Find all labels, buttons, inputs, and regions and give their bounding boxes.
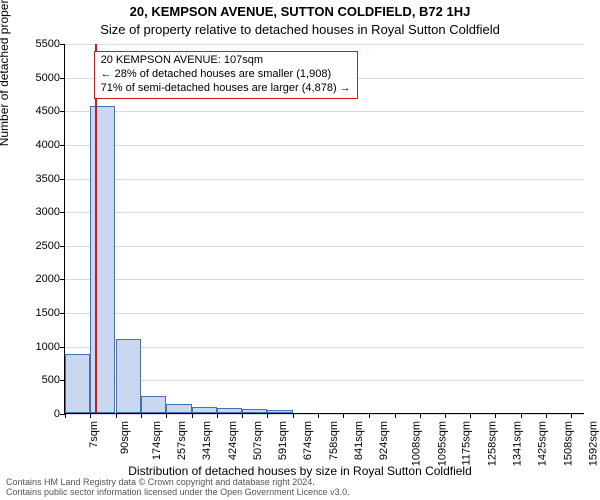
ytick-label: 3000 [5, 206, 60, 218]
ytick-label: 0 [5, 408, 60, 420]
xtick-mark [445, 413, 446, 418]
ytick-mark [60, 212, 65, 213]
annotation-line-2: ← 28% of detached houses are smaller (1,… [101, 68, 351, 82]
gridline-h [65, 279, 584, 280]
annotation-line-3: 71% of semi-detached houses are larger (… [101, 82, 351, 96]
xtick-label: 1175sqm [460, 421, 472, 465]
gridline-h [65, 44, 584, 45]
xtick-mark [267, 413, 268, 418]
xtick-label: 1008sqm [410, 421, 422, 466]
ytick-label: 3500 [5, 173, 60, 185]
xtick-label: 591sqm [277, 421, 289, 460]
histogram-bar [242, 409, 267, 413]
xtick-mark [546, 413, 547, 418]
ytick-label: 4500 [5, 105, 60, 117]
xtick-mark [242, 413, 243, 418]
plot-area: 7sqm90sqm174sqm257sqm341sqm424sqm507sqm5… [64, 44, 584, 414]
subject-marker-line [95, 44, 97, 413]
xtick-mark [395, 413, 396, 418]
xtick-mark [495, 413, 496, 418]
chart-title-main: 20, KEMPSON AVENUE, SUTTON COLDFIELD, B7… [0, 4, 600, 19]
ytick-label: 500 [5, 374, 60, 386]
xtick-mark [141, 413, 142, 418]
ytick-mark [60, 111, 65, 112]
xtick-mark [571, 413, 572, 418]
ytick-mark [60, 347, 65, 348]
ytick-mark [60, 145, 65, 146]
ytick-mark [60, 313, 65, 314]
xtick-mark [369, 413, 370, 418]
ytick-mark [60, 44, 65, 45]
gridline-h [65, 111, 584, 112]
gridline-h [65, 347, 584, 348]
histogram-bar [267, 410, 292, 413]
histogram-bar [90, 106, 115, 413]
xtick-mark [470, 413, 471, 418]
gridline-h [65, 212, 584, 213]
xtick-label: 90sqm [119, 421, 131, 454]
xtick-label: 507sqm [252, 421, 264, 460]
ytick-mark [60, 246, 65, 247]
xtick-label: 674sqm [303, 421, 315, 460]
caption-line-2: Contains public sector information licen… [6, 488, 350, 498]
xtick-label: 1341sqm [511, 421, 523, 466]
xtick-mark [217, 413, 218, 418]
xtick-label: 1508sqm [562, 421, 574, 466]
ytick-label: 2500 [5, 240, 60, 252]
gridline-h [65, 145, 584, 146]
xtick-mark [318, 413, 319, 418]
xtick-label: 1592sqm [587, 421, 599, 466]
xtick-mark [90, 413, 91, 418]
xtick-label: 174sqm [151, 421, 163, 460]
gridline-h [65, 380, 584, 381]
ytick-label: 5000 [5, 72, 60, 84]
ytick-mark [60, 179, 65, 180]
xtick-mark [166, 413, 167, 418]
annotation-box: 20 KEMPSON AVENUE: 107sqm← 28% of detach… [94, 51, 358, 98]
gridline-h [65, 246, 584, 247]
ytick-label: 1500 [5, 307, 60, 319]
xtick-label: 257sqm [176, 421, 188, 460]
xtick-mark [116, 413, 117, 418]
xtick-label: 1095sqm [437, 421, 449, 466]
xtick-label: 758sqm [328, 421, 340, 460]
gridline-h [65, 313, 584, 314]
ytick-label: 1000 [5, 341, 60, 353]
ytick-mark [60, 279, 65, 280]
chart-root: 20, KEMPSON AVENUE, SUTTON COLDFIELD, B7… [0, 0, 600, 500]
xtick-mark [521, 413, 522, 418]
histogram-bar [65, 354, 90, 413]
histogram-bar [192, 407, 217, 413]
xtick-label: 1258sqm [486, 421, 498, 466]
xtick-mark [420, 413, 421, 418]
ytick-label: 2000 [5, 273, 60, 285]
histogram-bar [116, 339, 141, 413]
chart-title-sub: Size of property relative to detached ho… [0, 22, 600, 37]
xtick-label: 7sqm [88, 421, 100, 448]
xtick-label: 1425sqm [537, 421, 549, 466]
xtick-label: 341sqm [202, 421, 214, 460]
xtick-mark [192, 413, 193, 418]
ytick-mark [60, 78, 65, 79]
xtick-label: 424sqm [227, 421, 239, 460]
xtick-mark [65, 413, 66, 418]
histogram-bar [166, 404, 191, 413]
x-axis-label: Distribution of detached houses by size … [0, 464, 600, 478]
ytick-label: 4000 [5, 139, 60, 151]
histogram-bar [217, 408, 242, 413]
xtick-label: 924sqm [379, 421, 391, 460]
gridline-h [65, 414, 584, 415]
xtick-label: 841sqm [353, 421, 365, 460]
caption: Contains HM Land Registry data © Crown c… [6, 478, 350, 498]
annotation-line-1: 20 KEMPSON AVENUE: 107sqm [101, 54, 351, 68]
ytick-label: 5500 [5, 38, 60, 50]
xtick-mark [343, 413, 344, 418]
xtick-mark [293, 413, 294, 418]
histogram-bar [141, 396, 166, 413]
gridline-h [65, 179, 584, 180]
